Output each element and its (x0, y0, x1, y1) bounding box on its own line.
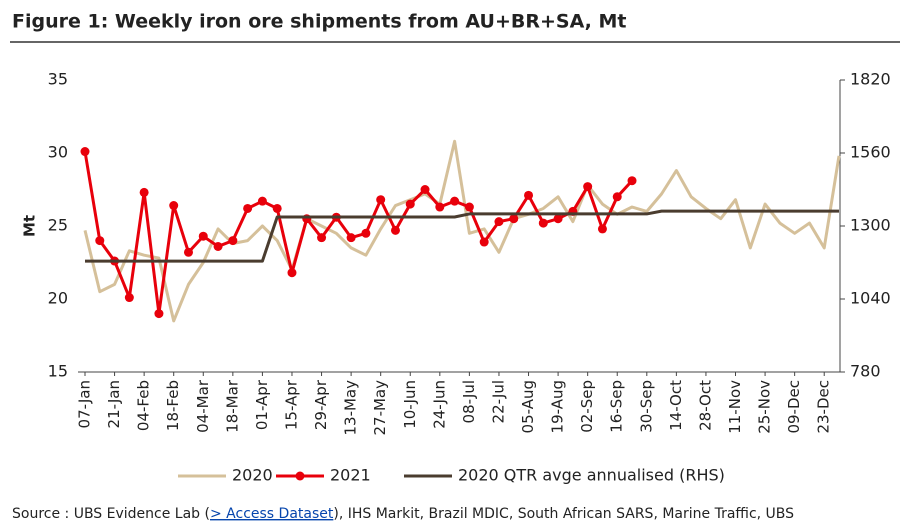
point (464, 202, 474, 212)
point (80, 147, 90, 157)
y-tick-label: 30 (48, 143, 68, 162)
source: Source : UBS Evidence Lab (> Access Data… (12, 506, 794, 522)
point (154, 309, 164, 319)
point (213, 241, 223, 251)
point (583, 182, 593, 192)
series-line (83, 139, 841, 323)
x-tick-label: 11-Nov (726, 380, 744, 434)
x-tick-label: 18-Feb (164, 380, 182, 431)
legend-marker (295, 471, 305, 481)
point (183, 247, 193, 257)
point (524, 190, 534, 200)
source-link[interactable]: > Access Dataset (210, 506, 334, 522)
x-tick-label: 10-Jun (401, 380, 419, 429)
y2-tick-label: 1820 (850, 70, 891, 89)
point (435, 202, 445, 212)
point (612, 192, 622, 202)
x-tick-label: 27-May (371, 380, 389, 436)
x-tick-label: 28-Oct (696, 380, 714, 431)
x-tick-label: 16-Sep (608, 380, 626, 433)
source-text: Source : UBS Evidence Lab ( (12, 506, 210, 522)
point (597, 224, 607, 234)
legend-label: 2020 QTR avge annualised (RHS) (458, 466, 725, 485)
point (390, 225, 400, 235)
y-tick-label: 15 (48, 362, 68, 381)
point (346, 233, 356, 243)
x-tick-label: 23-Dec (815, 380, 833, 434)
point (538, 218, 548, 228)
x-tick-label: 18-Mar (223, 379, 241, 433)
x-tick-label: 04-Feb (135, 380, 153, 431)
x-tick-label: 01-Apr (253, 379, 271, 430)
x-tick-label: 30-Sep (637, 380, 655, 433)
y-axis-label: Mt (21, 215, 39, 237)
y2-tick-label: 1040 (850, 289, 891, 308)
series-line (83, 151, 634, 316)
x-tick-label: 13-May (342, 380, 360, 436)
chart-title: Figure 1: Weekly iron ore shipments from… (12, 11, 626, 33)
point (420, 185, 430, 194)
x-tick-label: 22-Jul (489, 380, 507, 423)
x-tick-label: 21-Jan (105, 380, 123, 428)
x-tick-label: 19-Aug (549, 380, 567, 433)
x-tick-label: 05-Aug (519, 380, 537, 433)
point (405, 199, 415, 209)
point (124, 293, 134, 303)
y-tick-label: 20 (48, 289, 68, 308)
point (509, 214, 519, 224)
y2-tick-label: 780 (850, 362, 881, 381)
series-line (85, 209, 839, 263)
point (376, 195, 386, 205)
y-tick-label: 25 (48, 216, 68, 235)
point (95, 236, 105, 246)
point (243, 203, 253, 213)
point (317, 233, 327, 243)
point (361, 228, 371, 238)
x-tick-label: 15-Apr (282, 379, 300, 430)
point (169, 201, 179, 211)
y-tick-label: 35 (48, 70, 68, 89)
legend-label: 2020 (232, 466, 273, 485)
point (272, 203, 282, 213)
point (494, 217, 504, 227)
point (198, 231, 208, 241)
x-tick-label: 14-Oct (667, 380, 685, 431)
x-tick-label: 24-Jun (430, 380, 448, 429)
x-tick-label: 04-Mar (194, 379, 212, 433)
point (479, 237, 489, 247)
x-tick-label: 02-Sep (578, 380, 596, 433)
y2-tick-label: 1300 (850, 216, 891, 235)
point (257, 196, 267, 206)
x-tick-label: 08-Jul (460, 380, 478, 423)
x-tick-label: 29-Apr (312, 379, 330, 430)
x-tick-label: 25-Nov (756, 380, 774, 434)
point (450, 196, 460, 206)
legend-label: 2021 (330, 466, 371, 485)
point (228, 236, 238, 246)
point (553, 214, 563, 224)
y2-tick-label: 1560 (850, 143, 891, 162)
point (287, 268, 297, 278)
point (139, 187, 149, 197)
point (627, 176, 637, 186)
source-text: ), IHS Markit, Brazil MDIC, South Africa… (333, 506, 794, 522)
x-tick-label: 07-Jan (76, 380, 94, 428)
x-tick-label: 09-Dec (785, 380, 803, 434)
